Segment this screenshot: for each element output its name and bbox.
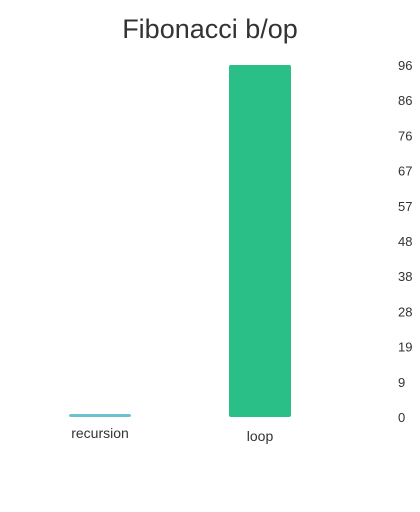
category-label-loop: loop — [247, 428, 274, 444]
bar-recursion — [69, 414, 131, 417]
bars-group — [69, 65, 291, 417]
chart-title: Fibonacci b/op — [122, 14, 298, 44]
y-tick-label: 9 — [398, 375, 405, 390]
y-tick-label: 96 — [398, 58, 412, 73]
x-axis: recursion loop — [71, 425, 273, 444]
y-tick-label: 0 — [398, 410, 405, 425]
category-label-recursion: recursion — [71, 425, 129, 441]
y-axis: 0 9 19 28 38 48 57 67 76 86 96 — [398, 58, 412, 425]
bar-loop — [229, 65, 291, 417]
y-tick-label: 28 — [398, 304, 412, 319]
y-tick-label: 38 — [398, 269, 412, 284]
y-tick-label: 86 — [398, 93, 412, 108]
y-tick-label: 76 — [398, 128, 412, 143]
y-tick-label: 57 — [398, 199, 412, 214]
y-tick-label: 48 — [398, 234, 412, 249]
y-tick-label: 19 — [398, 340, 412, 355]
y-tick-label: 67 — [398, 164, 412, 179]
